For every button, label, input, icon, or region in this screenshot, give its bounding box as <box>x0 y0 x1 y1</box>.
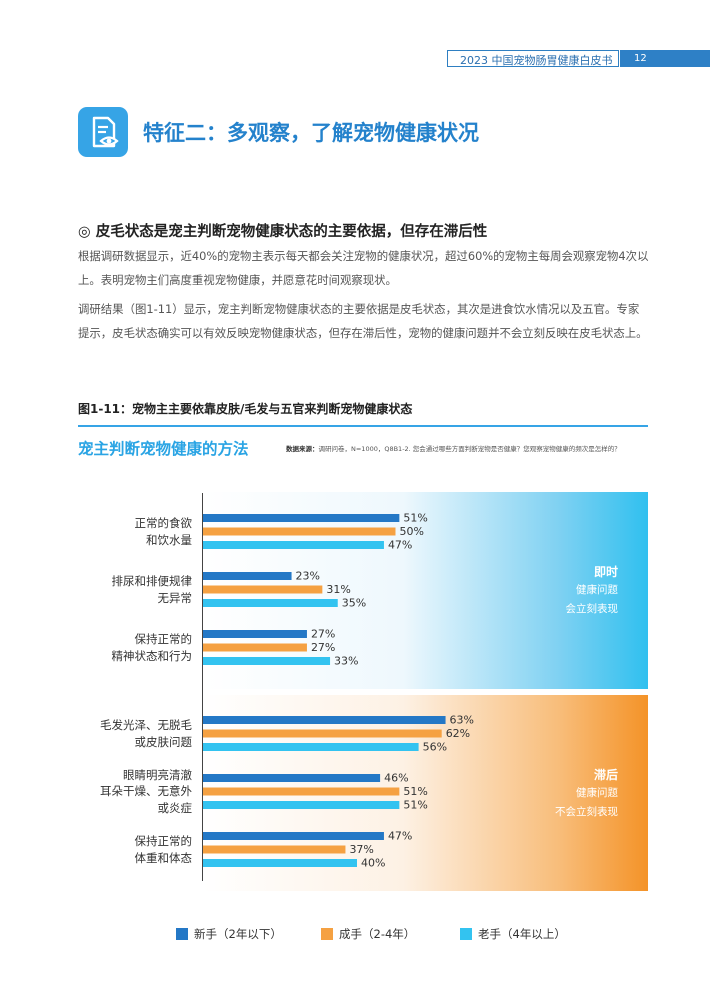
legend-label-intermediate: 成手（2-4年） <box>339 927 416 941</box>
section-title: ◎ 皮毛状态是宠主判断宠物健康状态的主要依据，但存在滞后性 <box>78 224 488 240</box>
page-number: 12 <box>620 50 710 67</box>
legend-item-intermediate: 成手（2-4年） <box>321 926 415 942</box>
legend-item-expert: 老手（4年以上） <box>460 926 566 942</box>
feature-title: 特征二：多观察，了解宠物健康状况 <box>143 121 479 145</box>
paragraph-1: 根据调研数据显示，近40%的宠物主表示每天都会关注宠物的健康状况，超过60%的宠… <box>78 249 649 287</box>
chart-axis-line <box>202 493 203 881</box>
legend-swatch-intermediate <box>321 928 333 940</box>
band-delayed-title: 滞后 <box>593 768 618 782</box>
category-label: 排尿和排便规律 无异常 <box>111 574 193 605</box>
category-label: 保持正常的 体重和体态 <box>134 834 193 865</box>
figure-divider <box>78 425 648 427</box>
data-source-text: 调研问卷，N=1000，Q8B1-2. 您会通过哪些方面判断宠物是否健康？您观察… <box>318 445 621 453</box>
header-title: 2023 中国宠物肠胃健康白皮书 <box>460 54 613 67</box>
legend-swatch-expert <box>460 928 472 940</box>
header-frame <box>447 50 619 67</box>
data-source: 数据来源：调研问卷，N=1000，Q8B1-2. 您会通过哪些方面判断宠物是否健… <box>286 443 621 453</box>
band-delayed-line2: 不会立刻表现 <box>555 806 618 818</box>
data-source-label: 数据来源： <box>286 445 319 453</box>
band-immediate-line2: 会立刻表现 <box>565 603 619 615</box>
band-delayed-label: 滞后 健康问题 不会立刻表现 <box>528 766 618 822</box>
legend-item-novice: 新手（2年以下） <box>176 926 282 942</box>
legend-label-expert: 老手（4年以上） <box>478 927 566 941</box>
band-immediate-title: 即时 <box>593 565 618 579</box>
chart-subtitle: 宠主判断宠物健康的方法 <box>78 440 249 458</box>
paragraph-2: 调研结果（图1-11）显示，宠主判断宠物健康状态的主要依据是皮毛状态，其次是进食… <box>78 302 648 340</box>
document-eye-icon <box>78 107 128 157</box>
category-label: 眼睛明亮清澈 耳朵干燥、无意外 或炎症 <box>100 767 192 815</box>
band-delayed-line1: 健康问题 <box>576 787 618 799</box>
category-label: 正常的食欲 和饮水量 <box>134 516 193 547</box>
figure-title: 图1-11：宠物主主要依靠皮肤/毛发与五官来判断宠物健康状态 <box>78 402 413 416</box>
legend-label-novice: 新手（2年以下） <box>194 927 282 941</box>
category-label: 毛发光泽、无脱毛 或皮肤问题 <box>100 718 192 749</box>
legend-swatch-novice <box>176 928 188 940</box>
band-immediate-label: 即时 健康问题 会立刻表现 <box>528 563 619 619</box>
category-label: 保持正常的 精神状态和行为 <box>111 632 193 663</box>
band-immediate-line1: 健康问题 <box>576 584 618 596</box>
